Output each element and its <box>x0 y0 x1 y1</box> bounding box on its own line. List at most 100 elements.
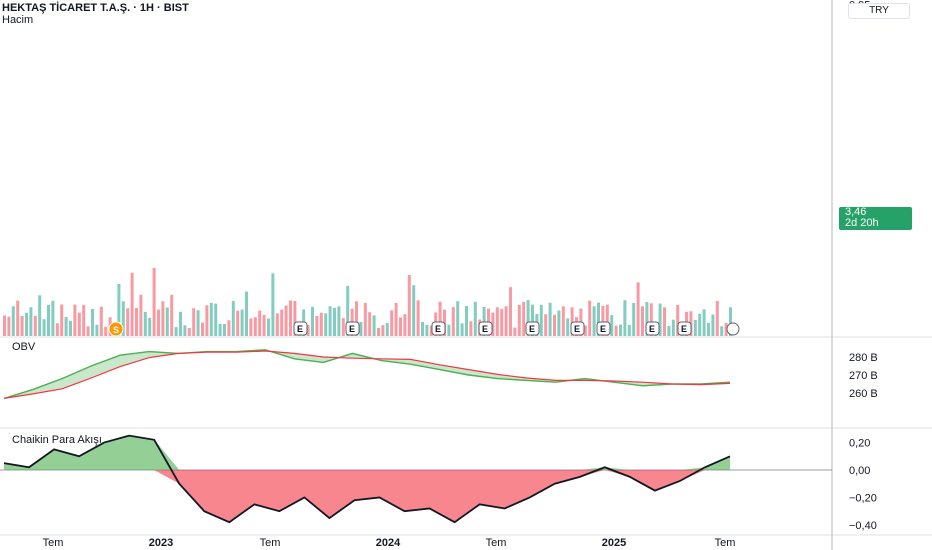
cmf-tick: 0,00 <box>849 465 870 477</box>
volume-bar <box>60 304 64 336</box>
earnings-marker <box>431 321 446 336</box>
earnings-marker <box>525 321 540 336</box>
volume-bar <box>73 304 77 336</box>
volume-bar <box>539 304 543 336</box>
volume-bar <box>720 326 724 336</box>
volume-bar <box>275 313 279 336</box>
volume-bar <box>69 320 72 336</box>
volume-bar <box>306 325 310 336</box>
volume-bar <box>438 301 442 336</box>
volume-bar <box>698 313 702 336</box>
earnings-marker <box>677 321 692 336</box>
earnings-marker <box>645 321 660 336</box>
volume-bar <box>456 301 460 336</box>
currency-selector[interactable]: TRY <box>848 3 910 19</box>
volume-bar <box>148 317 152 336</box>
volume-bar <box>95 324 99 336</box>
volume-bar <box>469 321 473 336</box>
volume-bar <box>403 314 407 336</box>
volume-bar <box>284 305 288 336</box>
earnings-marker-label: E <box>600 324 606 334</box>
volume-bar <box>412 285 416 336</box>
obv-tick: 270 B <box>849 370 878 382</box>
split-marker <box>726 322 740 336</box>
volume-bar <box>82 305 86 336</box>
earnings-marker-label: E <box>435 324 441 334</box>
earnings-marker <box>293 321 308 336</box>
cmf-tick: 0,20 <box>849 438 870 450</box>
earnings-marker-label: E <box>349 324 355 334</box>
volume-bar <box>324 313 328 336</box>
volume-bar <box>135 308 138 336</box>
volume-bar <box>702 309 706 336</box>
volume-bar <box>249 318 253 336</box>
volume-bar <box>214 303 218 336</box>
volume-bar <box>416 300 420 336</box>
bar-countdown: 2d 20h <box>845 217 879 229</box>
volume-bar <box>174 327 178 336</box>
volume-bar <box>715 301 719 336</box>
volume-bar <box>64 316 68 336</box>
chart-title: HEKTAŞ TİCARET T.A.Ş. · 1H · BIST <box>2 2 189 14</box>
volume-bar <box>724 322 728 336</box>
volume-bar <box>192 308 196 336</box>
cmf-label: Chaikin Para Akışı <box>12 434 102 446</box>
volume-bar <box>91 308 94 336</box>
volume-bar <box>583 325 587 336</box>
volume-bar <box>407 274 411 336</box>
volume-bar <box>7 316 11 336</box>
volume-bar <box>601 305 605 336</box>
volume-bar <box>399 317 402 336</box>
volume-bar <box>231 301 235 336</box>
volume-bar <box>632 303 636 336</box>
volume-bar <box>258 310 262 336</box>
volume-bar <box>385 323 389 336</box>
volume-bar <box>187 327 191 336</box>
volume-bar <box>245 291 248 336</box>
earnings-marker-label: E <box>529 324 535 334</box>
earnings-marker-label: E <box>482 324 488 334</box>
volume-bar <box>693 319 697 336</box>
volume-bar <box>676 304 680 336</box>
volume-bar <box>500 309 504 336</box>
earnings-marker <box>570 321 585 336</box>
volume-bar <box>548 302 552 336</box>
current-price-value: 3,46 <box>845 206 867 218</box>
volume-bar <box>25 312 28 336</box>
volume-bar <box>421 321 424 336</box>
volume-bar <box>315 315 319 336</box>
volume-bar <box>152 267 156 336</box>
volume-bar <box>544 314 548 336</box>
volume-bar <box>372 315 376 336</box>
volume-bar <box>333 307 336 336</box>
volume-bar <box>271 273 275 336</box>
volume-bar <box>126 308 130 336</box>
volume-bar <box>227 320 231 336</box>
volume-bar <box>610 315 614 336</box>
volume-bar <box>47 304 50 336</box>
earnings-marker-label: E <box>297 324 303 334</box>
volume-bar <box>566 318 570 336</box>
volume-bar <box>341 318 345 336</box>
volume-bar <box>729 307 732 336</box>
volume-bar <box>707 322 710 336</box>
volume-bar <box>183 325 187 336</box>
volume-label: Hacim <box>2 14 34 26</box>
volume-bar <box>16 300 20 336</box>
volume-bar <box>42 319 46 336</box>
volume-bar <box>465 305 468 336</box>
volume-bar <box>3 315 6 336</box>
cmf-line <box>3 434 731 524</box>
volume-bar <box>205 305 209 336</box>
volume-bar <box>55 323 59 336</box>
time-tick: Tem <box>43 537 64 549</box>
volume-bar <box>623 300 627 336</box>
volume-bar <box>20 315 24 336</box>
volume-bar <box>394 302 398 336</box>
volume-bar <box>495 307 499 336</box>
volume-bar <box>139 294 143 336</box>
volume-bar <box>522 301 526 336</box>
obv-line <box>3 349 731 400</box>
obv-signal-line <box>3 350 731 399</box>
